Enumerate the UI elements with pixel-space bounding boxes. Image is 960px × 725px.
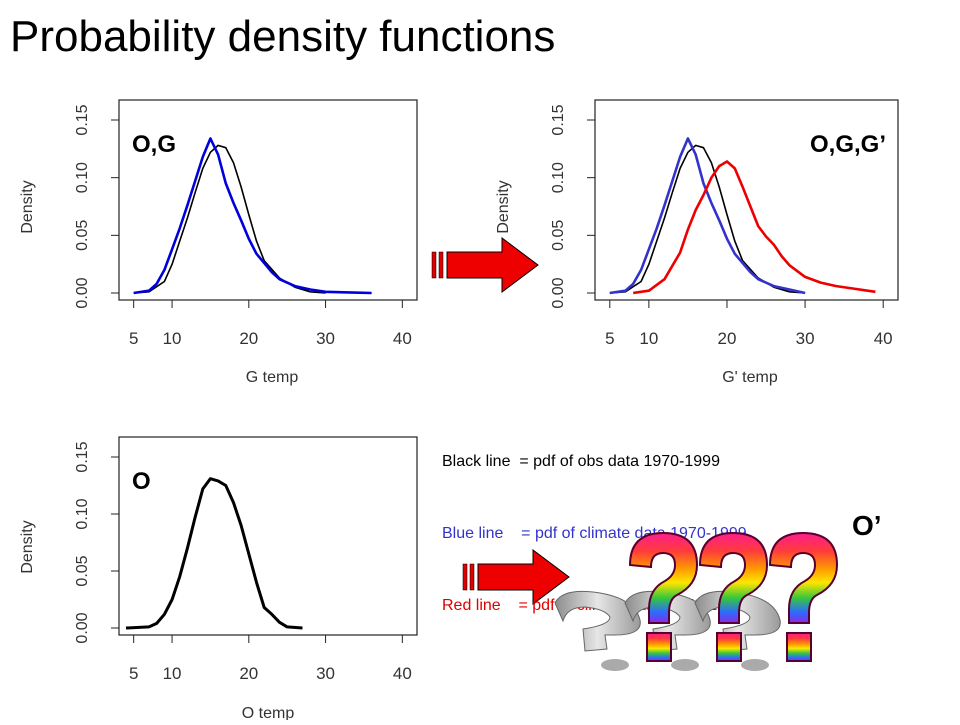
y-tick-label: 0.05 bbox=[74, 220, 91, 251]
series-line bbox=[609, 144, 806, 294]
y-tick-label: 0.15 bbox=[74, 441, 91, 472]
y-tick-label: 0.10 bbox=[550, 162, 567, 193]
series-line bbox=[133, 137, 372, 295]
y-tick-label: 0.15 bbox=[550, 104, 567, 135]
plot-frame bbox=[594, 99, 899, 301]
series-line bbox=[133, 144, 326, 294]
series-line bbox=[125, 477, 303, 630]
x-tick-label: 5 bbox=[129, 664, 138, 683]
plot-frame bbox=[118, 99, 418, 301]
x-tick-label: 5 bbox=[605, 329, 614, 348]
x-tick-label: 40 bbox=[393, 664, 412, 683]
legend-item-black: Black line = pdf of obs data 1970-1999 bbox=[442, 453, 720, 470]
x-tick-label: 10 bbox=[163, 329, 182, 348]
panel-label: O,G,G’ bbox=[810, 131, 886, 158]
arrow-right-icon bbox=[431, 237, 539, 293]
x-tick-label: 20 bbox=[239, 664, 258, 683]
x-tick-label: 10 bbox=[639, 329, 658, 348]
y-tick-label: 0.15 bbox=[74, 104, 91, 135]
series-line bbox=[609, 137, 806, 295]
x-axis-label: G' temp bbox=[722, 369, 778, 386]
x-tick-label: 20 bbox=[718, 329, 737, 348]
y-tick-label: 0.05 bbox=[74, 555, 91, 586]
x-tick-label: 20 bbox=[239, 329, 258, 348]
x-tick-label: 40 bbox=[393, 329, 412, 348]
legend-item-blue: Blue line = pdf of climate data 1970-199… bbox=[442, 525, 747, 542]
x-axis-label: O temp bbox=[242, 705, 295, 720]
y-axis-label: Density bbox=[495, 180, 512, 233]
series-line bbox=[633, 160, 876, 295]
x-tick-label: 10 bbox=[163, 664, 182, 683]
x-tick-label: 5 bbox=[129, 329, 138, 348]
plot-frame bbox=[118, 436, 418, 636]
y-axis-label: Density bbox=[19, 520, 36, 573]
y-axis-label: Density bbox=[19, 180, 36, 233]
panel-label: O,G bbox=[132, 131, 176, 158]
x-tick-label: 30 bbox=[316, 329, 335, 348]
y-tick-label: 0.00 bbox=[550, 277, 567, 308]
unknown-pdf-label: O’ bbox=[852, 510, 882, 541]
panel-label: O bbox=[132, 468, 151, 495]
y-tick-label: 0.05 bbox=[550, 220, 567, 251]
x-tick-label: 30 bbox=[316, 664, 335, 683]
y-tick-label: 0.00 bbox=[74, 612, 91, 643]
y-tick-label: 0.10 bbox=[74, 162, 91, 193]
page-title: Probability density functions bbox=[10, 12, 556, 61]
rainbow-question-marks-icon bbox=[555, 531, 839, 671]
x-tick-label: 30 bbox=[796, 329, 815, 348]
arrow-right-icon bbox=[462, 549, 570, 605]
x-axis-label: G temp bbox=[246, 369, 299, 386]
y-tick-label: 0.00 bbox=[74, 277, 91, 308]
x-tick-label: 40 bbox=[874, 329, 893, 348]
y-tick-label: 0.10 bbox=[74, 498, 91, 529]
